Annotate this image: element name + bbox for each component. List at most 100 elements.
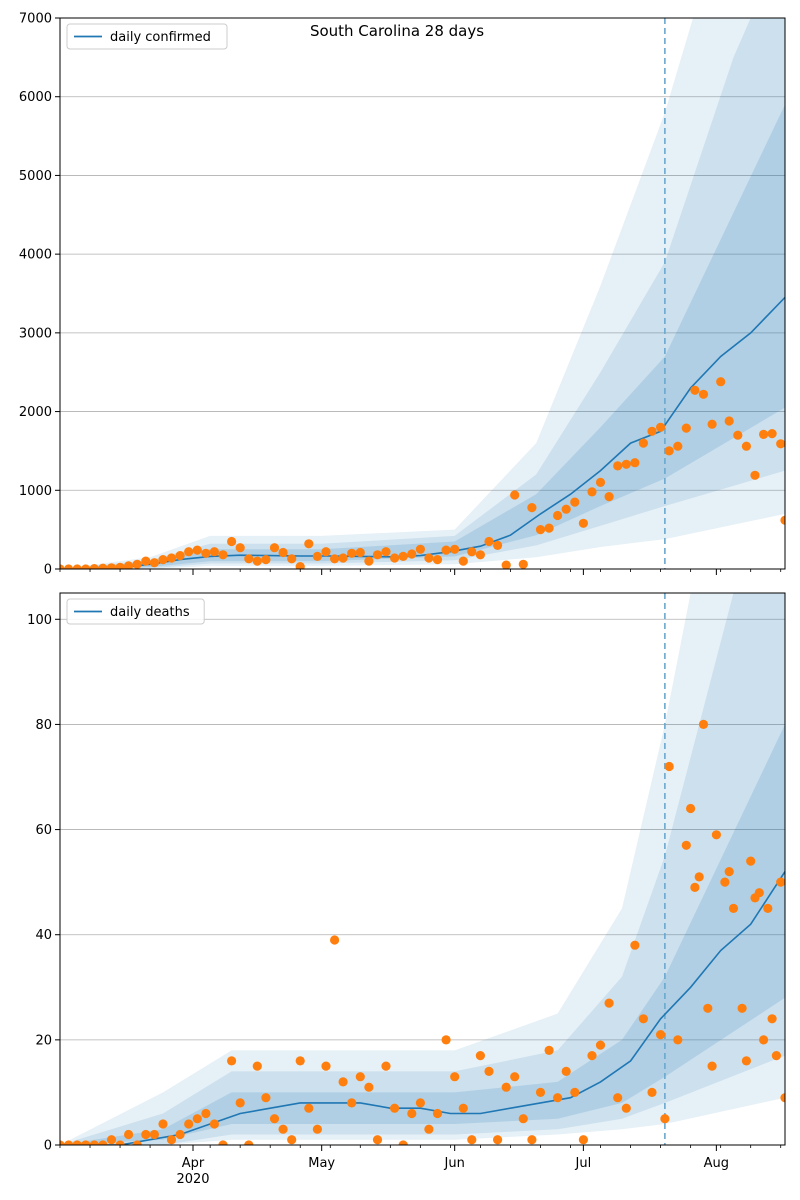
observation-point: [218, 550, 228, 560]
observation-point: [741, 441, 752, 451]
observation-point: [261, 1093, 271, 1103]
y-tick-label: 0: [44, 1139, 52, 1154]
observation-point: [450, 1072, 460, 1082]
y-tick-label: 7000: [19, 12, 52, 27]
observation-point: [716, 377, 726, 387]
observation-point: [295, 1056, 305, 1066]
y-tick-label: 5000: [19, 169, 52, 184]
observation-point: [338, 1077, 348, 1087]
observation-point: [115, 562, 125, 569]
observation-point: [424, 553, 434, 563]
observation-point: [604, 492, 614, 502]
observation-point: [656, 422, 666, 432]
observation-point: [227, 1056, 237, 1066]
observation-point: [613, 1093, 623, 1103]
observation-point: [707, 419, 717, 429]
observation-point: [690, 385, 700, 395]
axes-frame: [59, 592, 786, 1146]
observation-point: [553, 1093, 563, 1103]
observation-point: [209, 547, 219, 557]
observation-point: [192, 545, 202, 555]
observation-point: [390, 1103, 400, 1113]
observation-point: [587, 1051, 597, 1061]
observation-point: [647, 1087, 657, 1097]
observation-point: [235, 543, 245, 553]
observation-point: [544, 523, 554, 533]
observation-point: [132, 1140, 142, 1145]
observation-point: [398, 1140, 408, 1145]
observation-point: [312, 551, 322, 562]
observation-point: [711, 830, 722, 840]
y-tick-label: 80: [35, 718, 52, 733]
observation-point: [535, 525, 546, 535]
observation-point: [776, 439, 785, 449]
observation-point: [235, 1098, 245, 1108]
observation-point: [510, 490, 520, 500]
legend: daily deaths: [66, 598, 205, 625]
observation-point: [570, 1087, 580, 1097]
observation-point: [330, 554, 340, 564]
x-tick-label: Jun: [444, 1156, 465, 1171]
observation-point: [269, 543, 280, 553]
observation-point: [630, 940, 640, 950]
observation-point: [269, 1114, 280, 1124]
y-tick-label: 1000: [19, 484, 52, 499]
figure-title: South Carolina 28 days: [310, 22, 484, 40]
observation-point: [184, 1119, 194, 1129]
observation-point: [407, 549, 417, 559]
observation-point: [767, 1014, 777, 1024]
observation-point: [304, 539, 314, 549]
observation-point: [458, 556, 468, 566]
observation-point: [595, 477, 606, 487]
observation-point: [175, 1129, 185, 1140]
observation-point: [381, 547, 391, 557]
observation-point: [355, 547, 365, 558]
observation-point: [518, 559, 528, 569]
observation-point: [561, 504, 571, 514]
observation-point: [656, 1030, 666, 1040]
observation-point: [252, 1061, 262, 1071]
observation-point: [432, 555, 443, 565]
observation-point: [724, 416, 734, 426]
observation-point: [441, 545, 451, 555]
observation-point: [493, 1135, 503, 1145]
observation-point: [64, 564, 74, 569]
observation-point: [763, 903, 773, 914]
legend-box: [66, 598, 205, 625]
observation-point: [407, 1108, 417, 1119]
observation-point: [595, 1040, 606, 1050]
uncertainty-band-2: [60, 593, 785, 1145]
confirmed-panel: 0 1000 2000 3000 4000 5000 6000 7000 daily confi…: [19, 12, 786, 578]
observation-point: [630, 458, 640, 468]
observation-point: [106, 1135, 117, 1145]
x-tick-label: May: [308, 1156, 335, 1171]
observation-point: [158, 555, 168, 565]
observation-point: [621, 459, 631, 469]
observation-point: [553, 510, 563, 521]
observation-point: [321, 1061, 331, 1071]
observation-point: [673, 1035, 683, 1045]
observation-point: [364, 1082, 374, 1092]
observation-point: [475, 550, 485, 560]
observation-point: [338, 553, 348, 563]
observation-point: [501, 560, 511, 569]
observation-point: [570, 497, 580, 507]
observation-point: [501, 1082, 511, 1092]
observation-point: [287, 554, 297, 564]
plot-area: [60, 18, 785, 569]
observation-point: [664, 446, 674, 456]
observation-point: [690, 882, 700, 893]
y-tick-label: 0: [44, 563, 52, 578]
observation-point: [278, 547, 288, 558]
observation-point: [364, 556, 374, 566]
observation-point: [149, 558, 159, 568]
observation-point: [244, 1140, 254, 1145]
y-tick-label: 20: [35, 1033, 52, 1048]
observation-point: [321, 547, 331, 557]
x-tick-sublabel: 2020: [176, 1172, 209, 1187]
observation-point: [64, 1140, 74, 1145]
uncertainty-band-1: [60, 593, 785, 1145]
observation-point: [355, 1072, 365, 1082]
observation-point: [158, 1119, 168, 1129]
observation-point: [201, 548, 211, 558]
